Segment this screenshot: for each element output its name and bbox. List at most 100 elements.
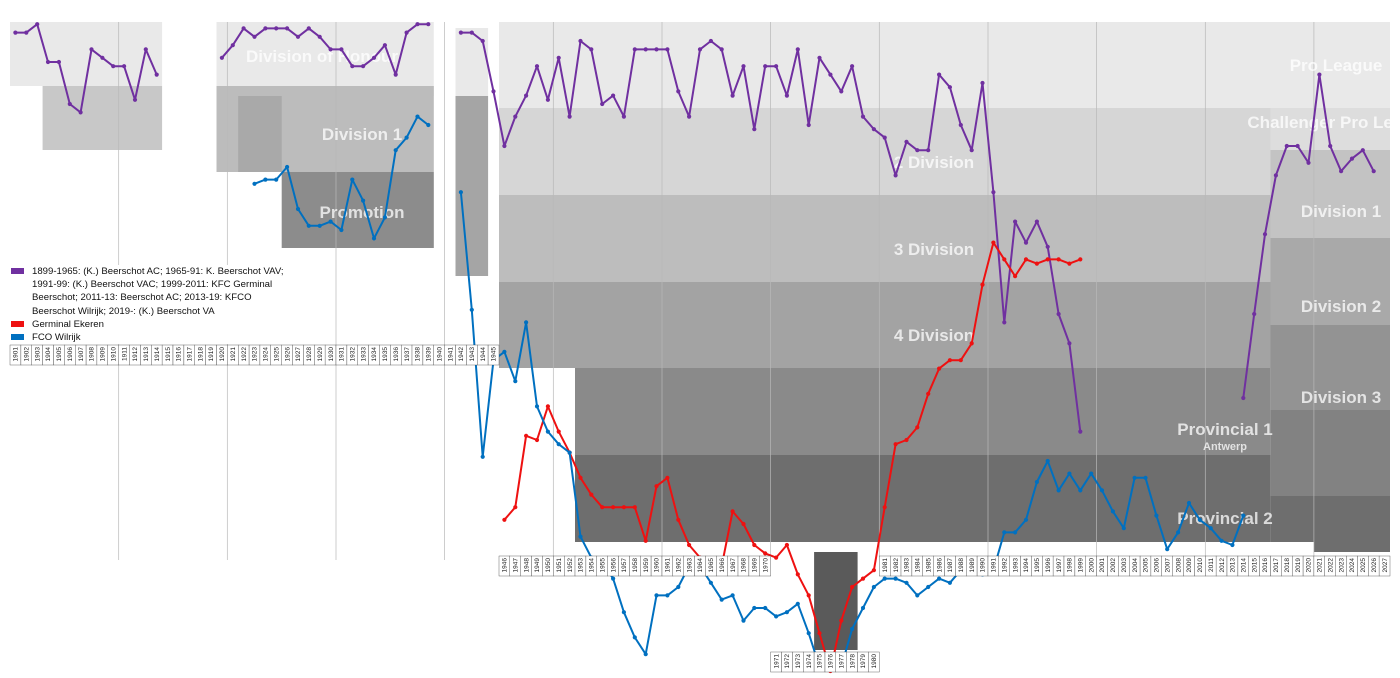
data-point: [285, 164, 290, 170]
year-tick-label: 2019: [1295, 558, 1302, 573]
data-point: [534, 437, 540, 443]
legend-entry-beerschot: 1899-1965: (K.) Beerschot AC; 1965-91: K…: [11, 265, 294, 318]
data-point: [871, 127, 877, 132]
data-point: [1176, 530, 1181, 535]
year-tick-label: 1987: [947, 558, 954, 573]
tier-label-3-division: 3 Division: [894, 240, 974, 259]
year-tick-label: 2021: [1317, 558, 1324, 573]
data-point: [600, 505, 605, 510]
data-point: [860, 605, 866, 611]
legend-entry-germinal-ekeren: Germinal Ekeren: [11, 318, 294, 331]
series-line: [460, 31, 1082, 432]
year-tick-label: 2024: [1349, 558, 1356, 573]
year-tick-label: 1940: [436, 347, 443, 362]
data-point: [632, 635, 637, 640]
year-tick-label: 2003: [1121, 558, 1128, 573]
data-point: [513, 505, 518, 510]
data-point: [556, 55, 561, 60]
year-tick-label: 1932: [350, 347, 357, 362]
year-tick-label: 1931: [339, 347, 346, 362]
year-tick-label: 1998: [1067, 558, 1074, 573]
data-point: [643, 652, 648, 657]
data-point: [1273, 173, 1278, 178]
data-point: [274, 26, 279, 31]
data-point: [339, 47, 344, 52]
data-point: [795, 601, 800, 606]
data-point: [1110, 509, 1115, 514]
year-tick-label: 1943: [469, 347, 476, 362]
data-point: [926, 148, 931, 153]
data-point: [350, 64, 355, 69]
year-tick-label: 2027: [1382, 558, 1389, 573]
year-tick-label: 1916: [176, 347, 183, 362]
year-tick-label: 2000: [1088, 558, 1095, 573]
year-tick-label: 1912: [132, 347, 139, 362]
year-tick-label: 1973: [795, 654, 802, 669]
data-point: [1284, 143, 1289, 149]
data-point: [654, 47, 659, 52]
data-point: [1252, 311, 1257, 317]
year-tick-label: 1957: [621, 558, 628, 573]
tier-label-promotion: Promotion: [320, 203, 405, 222]
year-tick-label: 1997: [1056, 558, 1063, 573]
data-point: [502, 143, 507, 149]
data-point: [480, 454, 485, 459]
data-point: [774, 555, 779, 560]
year-tick-label: 1956: [610, 558, 617, 573]
year-tick-label: 1952: [567, 558, 574, 573]
year-tick-label: 1902: [24, 347, 31, 362]
data-point: [828, 72, 833, 77]
data-point: [1328, 143, 1333, 149]
tier-label-division-of-honour: Division of Honour: [246, 47, 398, 66]
year-tick-label: 1909: [100, 347, 107, 362]
data-point: [1078, 429, 1083, 434]
year-tick-label: 1921: [230, 347, 237, 362]
data-point: [252, 181, 257, 186]
year-tick-label: 1983: [904, 558, 911, 573]
tier-bands: [10, 22, 1390, 650]
data-point: [241, 26, 246, 31]
data-point: [545, 97, 551, 102]
data-point: [1013, 219, 1018, 224]
data-point: [567, 114, 572, 119]
data-point: [860, 576, 866, 581]
year-tick-label: 1937: [404, 347, 411, 362]
data-point: [643, 47, 648, 52]
data-point: [1349, 156, 1355, 161]
data-point: [937, 72, 942, 77]
year-tick-label: 1948: [523, 558, 530, 573]
data-point: [382, 43, 387, 48]
year-tick-box: [759, 555, 771, 577]
year-tick-label: 1901: [13, 347, 20, 362]
year-tick-label: 2025: [1360, 558, 1367, 573]
data-point: [937, 366, 942, 371]
data-point: [611, 576, 616, 581]
year-tick-label: 1976: [828, 654, 835, 669]
tier-band: [238, 96, 282, 172]
data-point: [513, 379, 518, 384]
data-point: [1067, 471, 1072, 476]
legend-label-fco-wilrijk: FCO Wilrijk: [32, 332, 81, 344]
year-tick-label: 1969: [752, 558, 759, 573]
data-point: [730, 93, 735, 98]
tier-band: [575, 455, 1271, 542]
data-point: [611, 505, 616, 510]
year-tick-label: 1949: [534, 558, 541, 573]
data-point: [306, 26, 311, 31]
year-tick-label: 1903: [34, 347, 41, 362]
data-point: [1056, 311, 1061, 317]
data-point: [915, 593, 920, 598]
tier-label-provincial-2: Provincial 2: [1177, 509, 1272, 528]
data-point: [404, 30, 409, 35]
data-point: [600, 101, 605, 107]
data-point: [850, 584, 855, 590]
data-point: [1165, 547, 1170, 552]
year-tick-label: 1919: [208, 347, 215, 362]
data-point: [1034, 261, 1039, 266]
legend-swatch-fco-wilrijk: [11, 334, 24, 341]
year-tick-label: 1914: [154, 347, 161, 362]
data-point: [860, 114, 866, 119]
year-tick-label: 1963: [686, 558, 693, 573]
data-point: [893, 173, 898, 178]
year-tick-label: 2016: [1262, 558, 1269, 573]
